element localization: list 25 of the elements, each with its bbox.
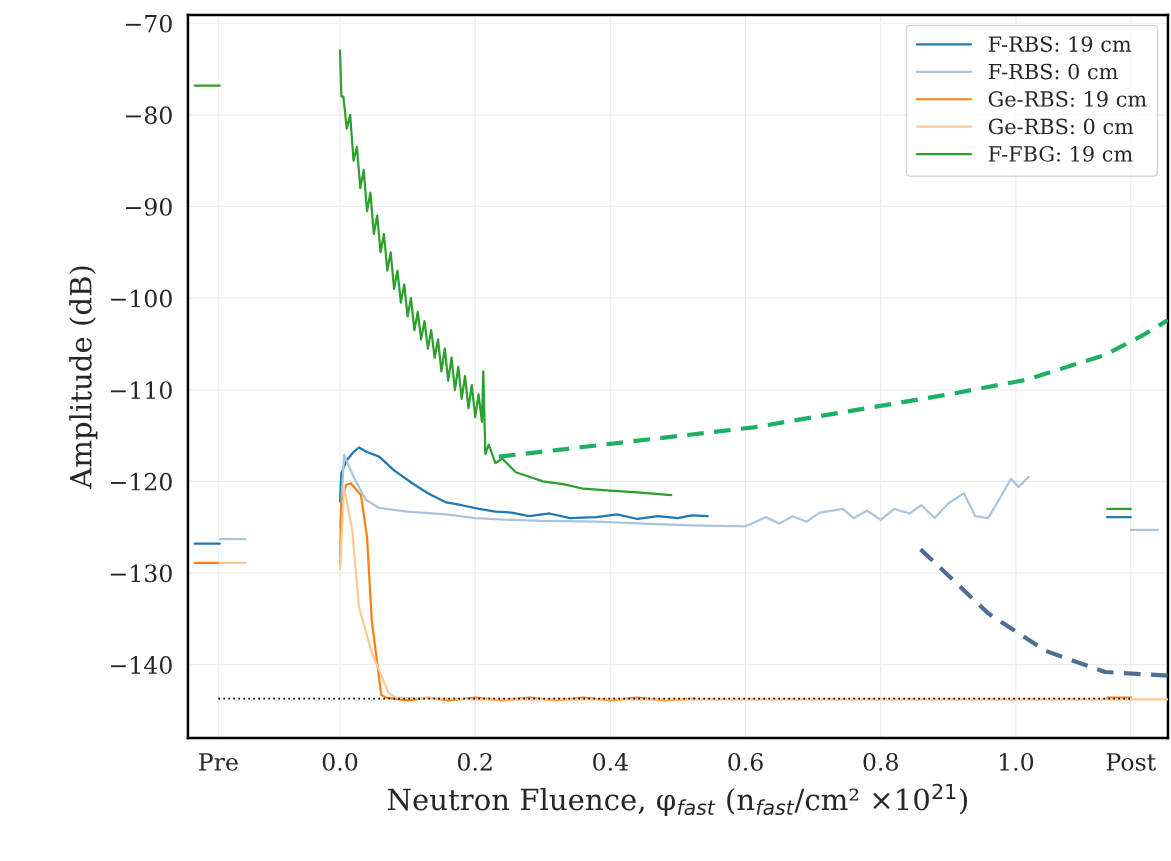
legend-label: Ge-RBS: 0 cm <box>988 118 1134 135</box>
x-tick-label: 0.4 <box>593 752 628 771</box>
y-tick-label: −110 <box>111 381 172 400</box>
x-tick-label: Pre <box>199 753 238 771</box>
x-tick-label: 0.2 <box>457 752 492 771</box>
y-tick-label: −80 <box>126 106 172 125</box>
legend-label: F-FBG: 19 cm <box>988 146 1133 162</box>
legend-label: F-RBS: 0 cm <box>988 63 1118 80</box>
x-tick-label: 0.8 <box>863 752 898 771</box>
x-tick-label: Post <box>1106 753 1156 771</box>
line-series <box>496 318 1168 459</box>
line-series <box>918 547 1168 678</box>
y-tick-label: −90 <box>126 197 172 216</box>
legend-label: Ge-RBS: 19 cm <box>988 91 1147 107</box>
y-axis-title: Amplitude (dB) <box>69 266 98 489</box>
x-axis-title: Neutron Fluence, φ$_{fast}$ (n$_{fast}$/cm² ×10$^{21}$) <box>387 783 967 817</box>
y-tick-label: −100 <box>111 289 172 308</box>
y-tick-label: −120 <box>111 472 172 491</box>
y-tick-label: −140 <box>111 656 172 674</box>
y-tick-label: −70 <box>126 14 172 33</box>
x-tick-label: 0.6 <box>728 752 763 771</box>
x-tick-label: 1.0 <box>999 752 1034 771</box>
legend-label: F-RBS: 19 cm <box>988 36 1132 52</box>
y-tick-label: −130 <box>111 564 172 583</box>
x-tick-label: 0.0 <box>322 752 358 771</box>
